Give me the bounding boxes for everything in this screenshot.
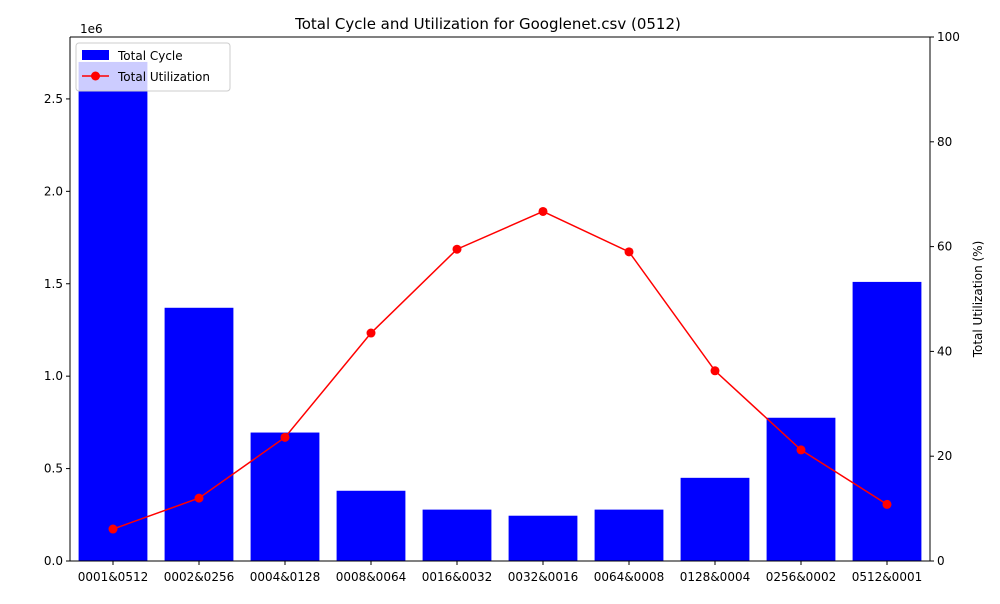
right-tick-label: 60 [937,240,952,254]
legend-marker-total-utilization [91,71,100,81]
right-tick-label: 80 [937,135,952,149]
bar-0001&0512 [78,61,148,561]
utilization-point-0064&0008 [624,247,634,257]
x-tick-label: 0008&0064 [336,570,406,584]
x-tick-label: 0001&0512 [78,570,148,584]
bar-0002&0256 [164,307,234,561]
left-axis-offset-label: 1e6 [80,22,103,36]
x-tick-label: 0032&0016 [508,570,578,584]
bar-0128&0004 [680,477,750,561]
x-tick-label: 0004&0128 [250,570,320,584]
left-tick-label: 1.5 [44,277,63,291]
right-tick-label: 20 [937,449,952,463]
ticks-layer: 0.0 0.5 1.0 1.5 2.0 2.5 0 20 40 60 80 100 0001&0512 0… [44,30,960,584]
bar-0004&0128 [250,432,320,561]
right-tick-label: 40 [937,344,952,358]
legend: Total Cycle Total Utilization [75,42,231,92]
utilization-point-0001&0512 [108,524,118,534]
right-tick-label: 100 [937,30,960,44]
left-tick-label: 1.0 [44,369,63,383]
utilization-point-0004&0128 [280,432,290,442]
right-tick-label: 0 [937,554,945,568]
utilization-point-0002&0256 [194,493,204,503]
axes-layer [69,36,931,562]
chart-title: Total Cycle and Utilization for Googlene… [294,15,681,33]
utilization-line [112,210,888,530]
right-axis-label: Total Utilization (%) [971,241,985,359]
left-tick-label: 0.0 [44,554,63,568]
bar-0256&0002 [766,417,836,561]
x-tick-label: 0512&0001 [852,570,922,584]
left-tick-label: 2.0 [44,184,63,198]
legend-box [75,42,231,92]
bar-0016&0032 [422,509,492,561]
x-tick-label: 0016&0032 [422,570,492,584]
bar-0032&0016 [508,515,578,561]
x-tick-label: 0128&0004 [680,570,750,584]
legend-label-total-utilization: Total Utilization [117,70,210,84]
bar-0512&0001 [852,281,922,561]
legend-swatch-total-cycle [82,50,109,60]
left-tick-label: 2.5 [44,92,63,106]
bar-0064&0008 [594,509,664,561]
utilization-point-0128&0004 [710,366,720,376]
bar-0008&0064 [336,490,406,561]
utilization-point-0256&0002 [796,445,806,455]
utilization-point-0008&0064 [366,328,376,338]
x-tick-label: 0064&0008 [594,570,664,584]
utilization-point-0512&0001 [882,499,892,509]
utilization-point-0032&0016 [538,206,548,216]
x-tick-label: 0256&0002 [766,570,836,584]
bars-layer [78,61,922,561]
x-tick-label: 0002&0256 [164,570,234,584]
utilization-point-0016&0032 [452,244,462,254]
left-tick-label: 0.5 [44,462,63,476]
line-layer [108,206,892,534]
legend-label-total-cycle: Total Cycle [117,49,183,63]
